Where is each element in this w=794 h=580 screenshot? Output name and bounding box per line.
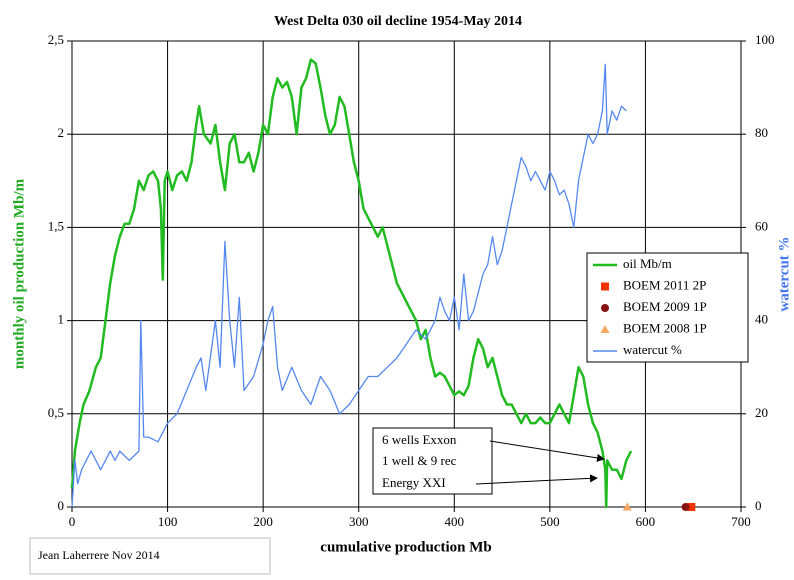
y2-tick-label: 20 xyxy=(755,405,768,420)
legend-swatch xyxy=(600,325,610,333)
annotation: Energy XXI xyxy=(382,475,446,490)
annotation-arrow xyxy=(489,440,605,462)
data-point xyxy=(622,502,632,511)
y-tick-label: 1,5 xyxy=(48,218,64,233)
legend-swatch xyxy=(601,282,609,291)
chart-title: West Delta 030 oil decline 1954-May 2014 xyxy=(274,14,522,29)
x-tick-label: 500 xyxy=(540,514,560,529)
x-tick-label: 100 xyxy=(158,514,178,529)
data-point xyxy=(687,503,696,511)
y-axis-label: monthly oil production Mb/m xyxy=(11,178,27,369)
y-tick-label: 0 xyxy=(58,498,65,513)
x-tick-label: 400 xyxy=(445,514,465,529)
x-tick-label: 200 xyxy=(253,514,273,529)
y2-tick-label: 0 xyxy=(755,498,762,513)
y2-tick-label: 80 xyxy=(755,125,768,140)
y-tick-label: 0,5 xyxy=(48,405,64,420)
y2-tick-label: 60 xyxy=(755,218,768,233)
legend-swatch xyxy=(601,304,609,312)
data-line xyxy=(71,63,627,508)
y-tick-label: 1 xyxy=(58,312,65,327)
annotation-box xyxy=(372,427,493,495)
legend-label: oil Mb/m xyxy=(623,256,672,271)
x-axis-label: cumulative production Mb xyxy=(320,539,491,555)
legend: oil Mb/m BOEM 2011 2P BOEM 2009 1P BOEM 200… xyxy=(586,252,749,363)
y-tick-label: 2,5 xyxy=(48,32,64,47)
y2-tick-label: 100 xyxy=(755,32,775,47)
y2-tick-label: 40 xyxy=(755,312,768,327)
credit-box xyxy=(29,537,271,575)
x-tick-label: 600 xyxy=(636,514,656,529)
x-tick-label: 700 xyxy=(731,514,751,529)
data-point xyxy=(681,503,690,511)
annotation: 1 well & 9 rec xyxy=(382,453,457,468)
annotation-arrow xyxy=(475,474,598,485)
annotation: 6 wells Exxon xyxy=(382,432,457,447)
legend-label: BOEM 2008 1P xyxy=(623,320,707,335)
x-tick-label: 0 xyxy=(69,514,76,529)
legend-box xyxy=(586,252,749,363)
legend-label: watercut % xyxy=(623,342,682,357)
credit: Jean Laherrere Nov 2014 xyxy=(38,548,160,562)
y-tick-label: 2 xyxy=(58,125,65,140)
y2-axis-label: watercut % xyxy=(776,236,792,311)
legend-label: BOEM 2011 2P xyxy=(623,277,706,292)
data-line xyxy=(70,58,633,509)
legend-label: BOEM 2009 1P xyxy=(623,299,707,314)
x-tick-label: 300 xyxy=(349,514,369,529)
